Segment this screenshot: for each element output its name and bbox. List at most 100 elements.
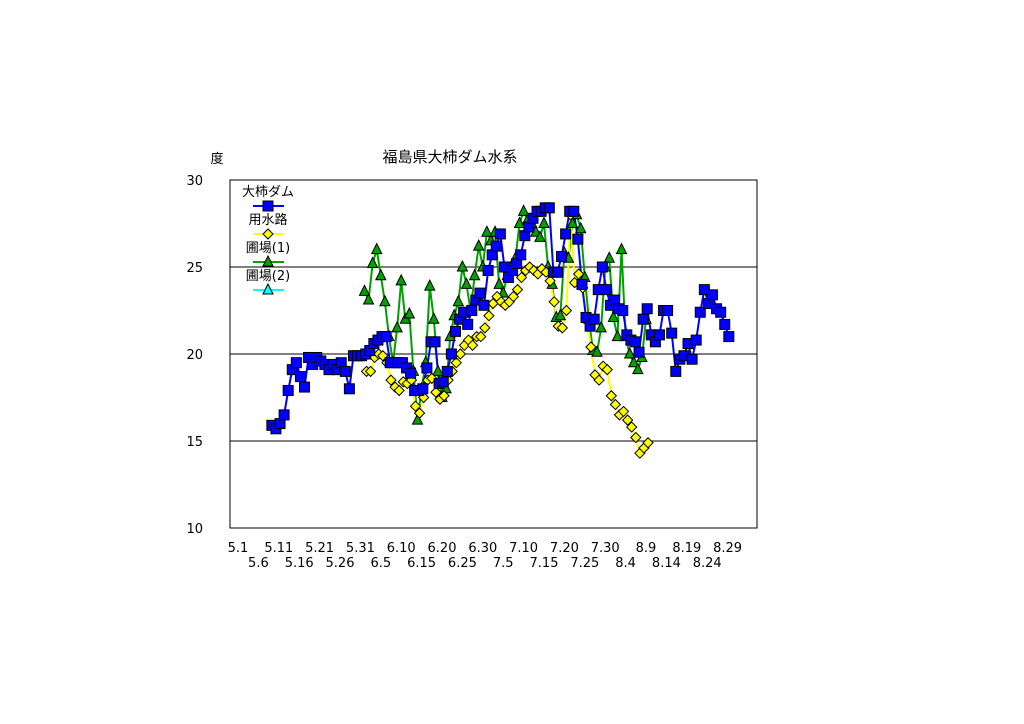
triangle-marker xyxy=(607,310,620,322)
triangle-marker xyxy=(517,204,530,216)
square-marker xyxy=(719,318,731,330)
y-tick-label: 25 xyxy=(186,261,203,276)
square-marker xyxy=(290,357,302,369)
triangle-marker xyxy=(574,221,587,234)
diamond-marker xyxy=(393,384,405,397)
square-marker xyxy=(588,313,600,325)
diamond-marker xyxy=(617,405,630,418)
square-marker xyxy=(474,287,486,299)
square-marker xyxy=(515,249,527,261)
square-marker xyxy=(637,313,649,325)
triangle-marker xyxy=(403,306,416,319)
diamond-marker xyxy=(438,390,450,402)
diamond-marker xyxy=(475,330,487,343)
x-tick-label: 7.15 xyxy=(530,556,559,571)
y-tick-label: 15 xyxy=(186,435,203,450)
x-tick-label: 8.29 xyxy=(713,541,742,556)
square-marker xyxy=(445,348,457,360)
triangle-marker xyxy=(566,216,579,228)
x-tick-label: 5.6 xyxy=(248,556,269,571)
triangle-marker xyxy=(374,268,387,281)
x-tick-label: 5.1 xyxy=(228,541,249,556)
diamond-marker xyxy=(413,407,426,419)
triangle-marker xyxy=(472,239,485,251)
x-tick-label: 6.10 xyxy=(387,541,416,556)
diamond-marker xyxy=(556,322,569,334)
diamond-marker xyxy=(409,400,422,412)
diamond-marker xyxy=(450,356,462,369)
triangle-marker xyxy=(379,294,391,307)
square-marker xyxy=(490,240,502,252)
square-marker xyxy=(278,409,290,421)
triangle-marker xyxy=(595,320,607,333)
diamond-marker xyxy=(626,421,638,433)
diamond-marker xyxy=(364,365,377,378)
x-tick-label: 8.4 xyxy=(615,556,636,571)
square-marker xyxy=(466,305,478,316)
x-tick-label: 5.16 xyxy=(285,556,314,571)
x-tick-label: 7.10 xyxy=(509,541,538,556)
x-tick-label: 6.5 xyxy=(370,556,391,571)
diamond-marker xyxy=(609,398,622,411)
x-tick-label: 5.11 xyxy=(264,541,293,556)
triangle-marker xyxy=(603,251,616,263)
x-tick-label: 7.25 xyxy=(570,556,599,571)
triangle-marker xyxy=(632,362,644,375)
square-marker xyxy=(662,305,674,316)
square-marker xyxy=(617,305,629,316)
diamond-marker xyxy=(585,341,597,353)
triangle-marker xyxy=(362,292,375,305)
square-marker xyxy=(494,228,506,240)
triangle-marker xyxy=(395,273,408,286)
x-tick-label: 6.20 xyxy=(428,541,457,556)
diamond-marker xyxy=(479,322,491,334)
diamond-marker xyxy=(262,228,274,240)
square-marker xyxy=(339,365,351,377)
square-marker xyxy=(437,376,449,388)
square-marker xyxy=(666,327,678,339)
triangle-marker xyxy=(358,284,371,296)
square-marker xyxy=(633,346,645,358)
x-tick-label: 8.9 xyxy=(636,541,657,556)
diamond-marker xyxy=(605,390,618,402)
square-marker xyxy=(556,251,568,263)
square-marker xyxy=(670,365,682,377)
triangle-marker xyxy=(262,282,274,295)
series-group xyxy=(266,202,735,459)
triangle-marker xyxy=(513,216,526,228)
square-marker xyxy=(405,367,417,379)
square-marker xyxy=(694,306,706,318)
x-tick-label: 5.31 xyxy=(346,541,375,556)
square-marker xyxy=(690,334,702,346)
triangle-marker xyxy=(391,320,403,333)
square-marker xyxy=(462,318,474,330)
triangle-marker xyxy=(591,345,603,357)
diamond-marker xyxy=(593,374,605,386)
square-marker xyxy=(294,371,306,383)
square-marker xyxy=(380,331,392,343)
triangle-marker xyxy=(452,294,465,307)
legend-label: 圃場(1) xyxy=(246,241,290,256)
diamond-marker xyxy=(466,339,479,352)
diamond-marker xyxy=(515,271,528,284)
legend-label: 圃場(2) xyxy=(246,269,290,284)
x-tick-label: 5.21 xyxy=(305,541,334,556)
diamond-marker xyxy=(430,386,442,398)
triangle-marker xyxy=(611,329,624,342)
chart-title: 福島県大柿ダム水系 xyxy=(382,148,517,166)
diamond-marker xyxy=(642,437,654,449)
diamond-marker xyxy=(454,348,467,360)
square-marker xyxy=(343,383,355,395)
square-marker xyxy=(543,202,555,214)
square-marker xyxy=(262,200,274,212)
diamond-marker xyxy=(385,374,397,386)
square-marker xyxy=(299,381,311,393)
square-marker xyxy=(596,261,608,273)
triangle-marker xyxy=(615,242,628,255)
triangle-marker xyxy=(423,279,436,291)
triangle-marker xyxy=(538,216,550,228)
diamond-marker xyxy=(621,414,634,426)
square-marker xyxy=(441,365,453,377)
